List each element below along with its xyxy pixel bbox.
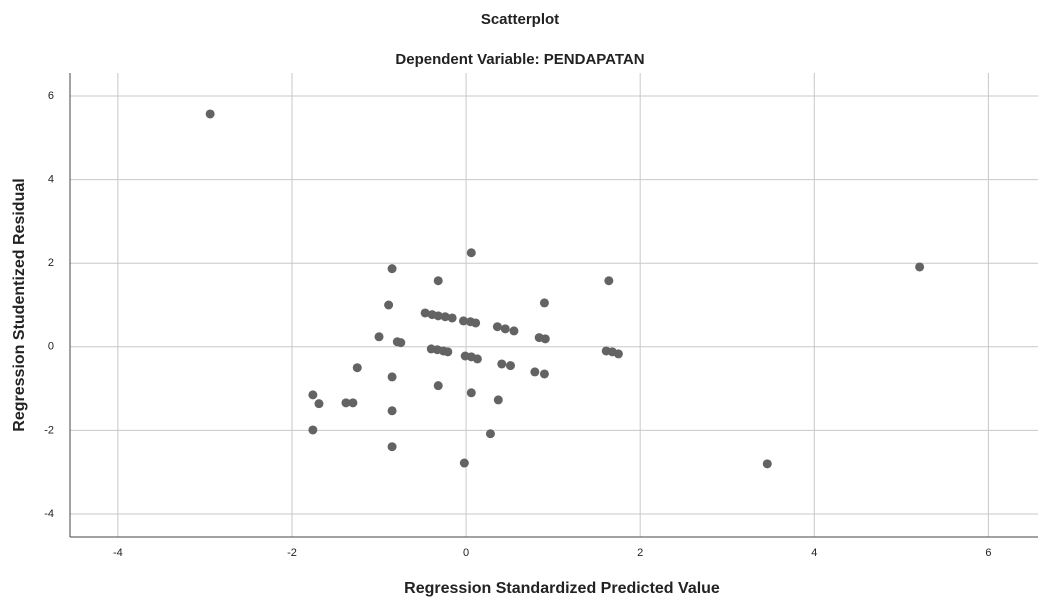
point bbox=[387, 442, 397, 452]
point bbox=[472, 354, 482, 364]
point bbox=[458, 316, 468, 326]
x-tick-label: 4 bbox=[811, 547, 817, 559]
point bbox=[509, 326, 519, 336]
x-tick-label: 6 bbox=[985, 547, 991, 559]
x-tick-label: 2 bbox=[637, 547, 643, 559]
point bbox=[384, 300, 394, 310]
y-tick-label: 2 bbox=[48, 257, 54, 269]
chart-title: Scatterplot bbox=[481, 11, 559, 28]
point bbox=[440, 312, 450, 322]
point bbox=[540, 334, 550, 344]
point bbox=[915, 262, 925, 272]
point bbox=[433, 311, 443, 321]
point bbox=[433, 276, 443, 286]
point bbox=[348, 398, 358, 408]
y-axis-label: Regression Studentized Residual bbox=[11, 178, 28, 431]
y-tick-label: -2 bbox=[44, 424, 54, 436]
point bbox=[308, 390, 318, 400]
y-tick-label: 4 bbox=[48, 174, 54, 186]
point bbox=[308, 425, 318, 435]
point bbox=[613, 349, 623, 359]
point bbox=[471, 318, 481, 328]
point bbox=[466, 248, 476, 258]
point bbox=[762, 459, 772, 469]
point bbox=[341, 398, 351, 408]
point bbox=[352, 363, 362, 373]
x-axis-label: Regression Standardized Predicted Value bbox=[404, 580, 720, 597]
y-tick-label: 0 bbox=[48, 341, 54, 353]
point bbox=[433, 381, 443, 391]
point bbox=[604, 276, 614, 286]
point bbox=[396, 338, 406, 348]
point bbox=[500, 324, 510, 334]
x-tick-label: -2 bbox=[287, 547, 297, 559]
x-tick-label: -4 bbox=[113, 547, 123, 559]
point bbox=[493, 395, 503, 405]
y-tick-label: 6 bbox=[48, 90, 54, 102]
point bbox=[443, 347, 453, 357]
point bbox=[539, 369, 549, 379]
point bbox=[539, 298, 549, 308]
point bbox=[505, 361, 515, 371]
point bbox=[466, 388, 476, 398]
point bbox=[387, 264, 397, 274]
point bbox=[459, 458, 469, 468]
point bbox=[492, 322, 502, 332]
point bbox=[485, 429, 495, 439]
chart-subtitle: Dependent Variable: PENDAPATAN bbox=[395, 51, 644, 68]
point bbox=[374, 332, 384, 342]
point bbox=[387, 406, 397, 416]
point bbox=[530, 367, 540, 377]
point bbox=[387, 372, 397, 382]
point bbox=[420, 308, 430, 318]
point bbox=[447, 313, 457, 323]
x-tick-label: 0 bbox=[463, 547, 469, 559]
point bbox=[497, 359, 507, 369]
point bbox=[314, 399, 324, 409]
y-tick-label: -4 bbox=[44, 508, 54, 520]
point bbox=[205, 109, 215, 119]
